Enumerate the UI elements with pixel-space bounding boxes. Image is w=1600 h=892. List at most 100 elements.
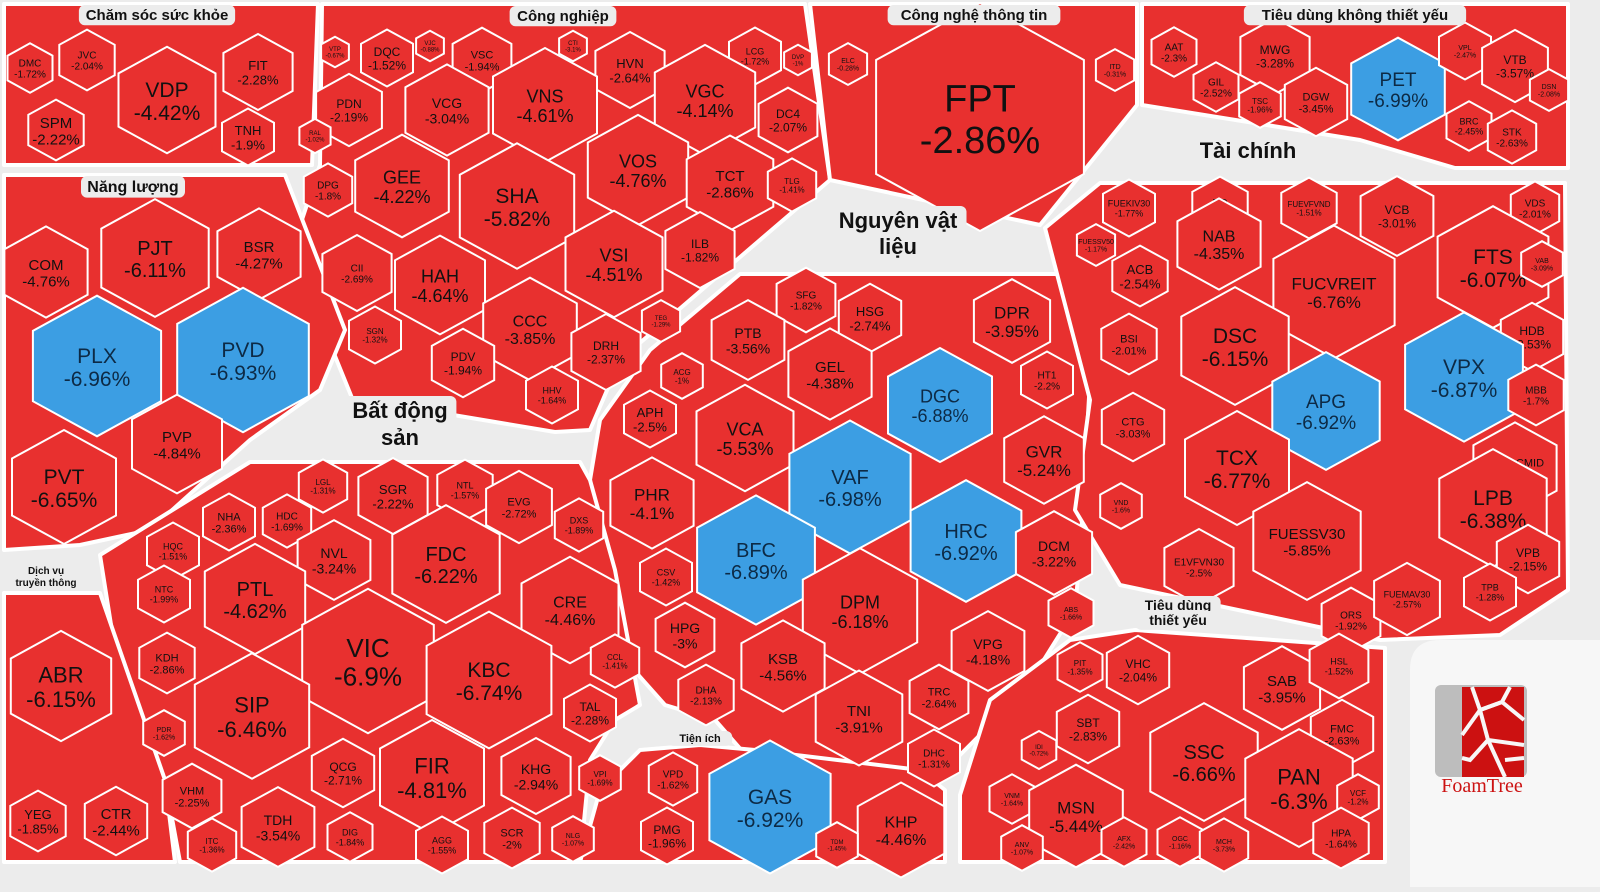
stock-cell-cre[interactable]: CRE-4.46%: [520, 555, 620, 665]
stock-cell-qcg[interactable]: QCG-2.71%: [310, 737, 376, 809]
stock-cell-vpl[interactable]: VPL-2.47%: [1438, 21, 1492, 81]
stock-cell-nvl[interactable]: NVL-3.24%: [296, 518, 372, 602]
stock-cell-vpx[interactable]: VPX-6.87%: [1404, 311, 1524, 443]
stock-cell-afx[interactable]: AFX-2.42%: [1100, 816, 1148, 868]
stock-cell-tcx[interactable]: TCX-6.77%: [1184, 409, 1290, 527]
stock-cell-hrc[interactable]: HRC-6.92%: [909, 479, 1023, 603]
stock-cell-gvr[interactable]: GVR-5.24%: [1003, 415, 1085, 505]
stock-cell-spm[interactable]: SPM-2.22%: [27, 98, 85, 162]
stock-cell-mbb[interactable]: MBB-1.7%: [1507, 363, 1565, 427]
stock-cell-ctr[interactable]: CTR-2.44%: [83, 785, 149, 857]
stock-cell-dha[interactable]: DHA-2.13%: [677, 663, 735, 727]
stock-cell-dsc[interactable]: DSC-6.15%: [1180, 285, 1290, 407]
stock-cell-fts[interactable]: FTS-6.07%: [1436, 205, 1550, 329]
stock-cell-dgc[interactable]: DGC-6.88%: [887, 346, 993, 464]
stock-cell-elc[interactable]: ELC-0.28%: [827, 41, 869, 87]
stock-cell-ral[interactable]: RAL-1.02%: [298, 117, 332, 155]
stock-cell-plx[interactable]: PLX-6.96%: [31, 294, 163, 438]
stock-cell-tpb[interactable]: TPB-1.28%: [1463, 562, 1517, 622]
stock-cell-vic[interactable]: VIC-6.9%: [301, 587, 435, 735]
stock-cell-tal[interactable]: TAL-2.28%: [563, 683, 617, 743]
stock-cell-hdc[interactable]: HDC-1.69%: [261, 493, 313, 549]
stock-cell-tnh[interactable]: TNH-1.9%: [221, 107, 275, 167]
stock-cell-sab[interactable]: SAB-3.95%: [1242, 645, 1322, 731]
stock-cell-stk[interactable]: STK-2.63%: [1486, 109, 1538, 165]
stock-cell-pmg[interactable]: PMG-1.96%: [640, 806, 694, 866]
stock-cell-fdc[interactable]: FDC-6.22%: [391, 503, 501, 625]
stock-cell-pit[interactable]: PIT-1.35%: [1056, 641, 1104, 693]
stock-cell-kdh[interactable]: KDH-2.86%: [138, 631, 196, 695]
stock-cell-fit[interactable]: FIT-2.28%: [222, 32, 294, 112]
stock-cell-dmc[interactable]: DMC-1.72%: [6, 42, 54, 94]
stock-cell-sgn[interactable]: SGN-1.32%: [348, 305, 402, 365]
stock-cell-itc[interactable]: ITC-1.36%: [186, 817, 238, 873]
stock-cell-vcg[interactable]: VCG-3.04%: [404, 63, 490, 157]
stock-cell-ntc[interactable]: NTC-1.99%: [137, 564, 191, 624]
stock-cell-nha[interactable]: NHA-2.36%: [202, 492, 256, 552]
stock-cell-fuemav30[interactable]: FUEMAV30-2.57%: [1373, 561, 1441, 637]
stock-cell-agg[interactable]: AGG-1.55%: [415, 815, 469, 875]
stock-cell-evg[interactable]: EVG-2.72%: [485, 469, 553, 545]
stock-cell-ht1[interactable]: HT1-2.2%: [1020, 350, 1074, 410]
stock-cell-aat[interactable]: AAT-2.3%: [1150, 26, 1198, 78]
stock-cell-tct[interactable]: TCT-2.86%: [685, 134, 775, 232]
stock-cell-dcm[interactable]: DCM-3.22%: [1014, 510, 1094, 596]
stock-cell-acb[interactable]: ACB-2.54%: [1111, 244, 1169, 308]
stock-cell-bfc[interactable]: BFC-6.89%: [696, 494, 816, 626]
stock-cell-anv[interactable]: ANV-1.07%: [1000, 824, 1044, 872]
stock-cell-ccc[interactable]: CCC-3.85%: [482, 276, 578, 382]
stock-cell-dgw[interactable]: DGW-3.45%: [1283, 66, 1349, 138]
stock-cell-dvp[interactable]: DVP-1%: [783, 43, 813, 77]
stock-cell-scr[interactable]: SCR-2%: [483, 806, 541, 870]
stock-cell-sgr[interactable]: SGR-2.22%: [357, 456, 429, 536]
stock-cell-pdn[interactable]: PDN-2.19%: [315, 72, 383, 148]
stock-cell-fuessv50[interactable]: FUESSV50-1.17%: [1075, 222, 1117, 268]
stock-cell-vns[interactable]: VNS-4.61%: [492, 46, 598, 164]
stock-cell-vgc[interactable]: VGC-4.14%: [653, 43, 757, 157]
stock-cell-dig[interactable]: DIG-1.84%: [326, 811, 374, 863]
stock-cell-dxs[interactable]: DXS-1.89%: [553, 497, 605, 553]
stock-cell-abr[interactable]: ABR-6.15%: [9, 629, 113, 743]
stock-cell-fpt[interactable]: FPT-2.86%: [875, 1, 1085, 233]
stock-cell-dqc[interactable]: DQC-1.52%: [360, 28, 414, 88]
stock-cell-vpg[interactable]: VPG-4.18%: [950, 609, 1026, 693]
stock-cell-nab[interactable]: NAB-4.35%: [1176, 197, 1262, 291]
stock-cell-ptl[interactable]: PTL-4.62%: [203, 542, 307, 656]
stock-cell-dsn[interactable]: DSN-2.08%: [1528, 67, 1570, 113]
stock-cell-jvc[interactable]: JVC-2.04%: [58, 28, 116, 92]
stock-cell-hpa[interactable]: HPA-1.64%: [1312, 806, 1370, 870]
stock-cell-pet[interactable]: PET-6.99%: [1350, 36, 1446, 142]
stock-cell-ctg[interactable]: CTG-3.03%: [1100, 391, 1166, 463]
stock-cell-vcf[interactable]: VCF-1.2%: [1336, 773, 1380, 821]
stock-cell-phr[interactable]: PHR-4.1%: [609, 456, 695, 550]
stock-cell-ccl[interactable]: CCL-1.41%: [589, 633, 641, 689]
stock-cell-com[interactable]: COM-4.76%: [3, 225, 89, 319]
stock-cell-vcb[interactable]: VCB-3.01%: [1359, 174, 1435, 258]
stock-cell-gee[interactable]: GEE-4.22%: [354, 133, 450, 239]
stock-cell-msn[interactable]: MSN-5.44%: [1028, 763, 1124, 869]
stock-cell-tdm[interactable]: TDM-1.45%: [815, 821, 859, 869]
stock-cell-idi[interactable]: IDI-0.72%: [1020, 729, 1058, 771]
stock-cell-ntl[interactable]: NTL-1.57%: [436, 458, 494, 522]
stock-cell-acg[interactable]: ACG-1%: [660, 352, 704, 400]
stock-cell-bsi[interactable]: BSI-2.01%: [1100, 312, 1158, 376]
stock-cell-sbt[interactable]: SBT-2.83%: [1055, 693, 1121, 765]
stock-cell-hqc[interactable]: HQC-1.51%: [146, 521, 200, 581]
stock-cell-fir[interactable]: FIR-4.81%: [379, 718, 485, 836]
stock-cell-ptb[interactable]: PTB-3.56%: [710, 298, 786, 382]
stock-cell-vsi[interactable]: VSI-4.51%: [564, 209, 664, 319]
stock-cell-vhm[interactable]: VHM-2.25%: [161, 762, 223, 830]
stock-cell-pvd[interactable]: PVD-6.93%: [176, 286, 310, 434]
stock-cell-gas[interactable]: GAS-6.92%: [708, 739, 832, 875]
stock-cell-gil[interactable]: GIL-2.52%: [1192, 61, 1240, 113]
stock-cell-vtp[interactable]: VTP-0.67%: [320, 35, 350, 69]
stock-cell-brc[interactable]: BRC-2.45%: [1445, 100, 1493, 152]
stock-cell-hhv[interactable]: HHV-1.64%: [525, 365, 579, 425]
stock-cell-hsg[interactable]: HSG-2.74%: [837, 282, 903, 354]
stock-cell-vhc[interactable]: VHC-2.04%: [1105, 634, 1171, 706]
stock-cell-cti[interactable]: CTI-3.1%: [558, 29, 588, 63]
stock-cell-hsl[interactable]: HSL-1.52%: [1308, 632, 1370, 700]
stock-cell-ssc[interactable]: SSC-6.66%: [1149, 701, 1259, 823]
stock-cell-teg[interactable]: TEG-1.29%: [640, 298, 682, 344]
stock-cell-pdr[interactable]: PDR-1.62%: [142, 709, 186, 757]
